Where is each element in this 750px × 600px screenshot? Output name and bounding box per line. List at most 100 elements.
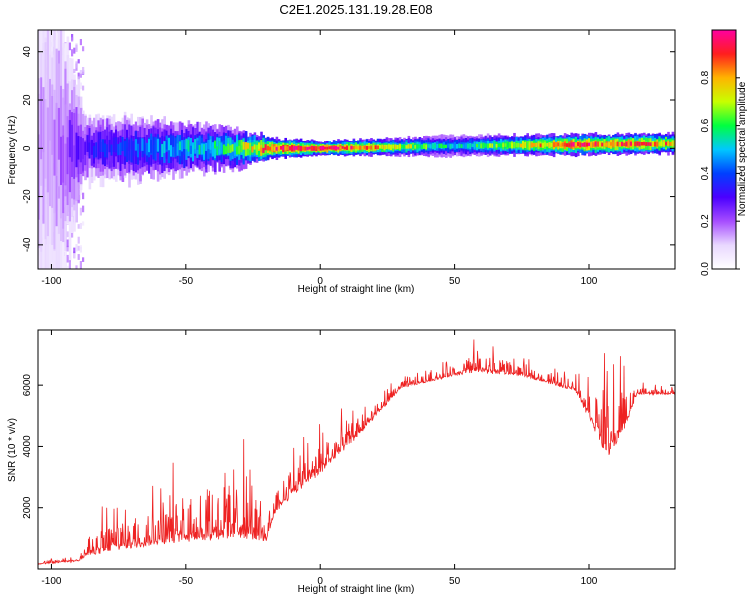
- spectrogram-cell: [255, 146, 259, 153]
- spectrogram-cell: [71, 34, 74, 41]
- spectrogram-cell: [187, 140, 191, 152]
- spectrogram-cell: [293, 146, 296, 151]
- spectrogram-cell: [405, 145, 408, 149]
- spectrogram-cell: [563, 142, 567, 147]
- spectrogram-cell: [662, 141, 666, 146]
- spectrogram-cell: [253, 144, 257, 150]
- spectrogram-cell: [280, 145, 283, 150]
- spectrogram-cell: [665, 141, 668, 146]
- spectrogram-cell: [42, 106, 45, 224]
- spectrogram-cell: [167, 140, 171, 164]
- spectrogram-cell: [117, 144, 120, 156]
- spectrogram-cell: [269, 146, 272, 151]
- spectrogram-cell: [128, 139, 131, 151]
- spectrogram-cell: [242, 144, 246, 156]
- spectrogram-y-tick-label: 0: [22, 145, 33, 151]
- spectrogram-cell: [541, 143, 545, 148]
- spectrogram-cell: [192, 145, 195, 157]
- spectrogram-cell: [605, 142, 609, 147]
- spectrogram-cell: [484, 143, 488, 148]
- spectrogram-cell: [53, 119, 56, 176]
- snr-y-axis: 2000 4000 6000: [22, 374, 675, 519]
- spectrogram-y-tick-label: 20: [22, 94, 33, 106]
- spectrogram-cell: [511, 143, 514, 148]
- spectrogram-cell: [651, 142, 655, 147]
- spectrogram-cell: [181, 143, 184, 161]
- spectrogram-cell: [365, 145, 369, 150]
- spectrogram-cell: [376, 145, 380, 150]
- spectrogram-cell: [73, 145, 76, 179]
- spectrogram-cell: [183, 139, 186, 150]
- spectrogram-cell: [108, 139, 111, 153]
- spectrogram-cell: [368, 146, 371, 149]
- spectrogram-cell: [660, 141, 664, 146]
- spectrogram-x-tick-label: 50: [449, 276, 461, 287]
- spectrogram-cell: [449, 143, 452, 149]
- spectrogram-cell: [447, 143, 450, 148]
- spectrogram-cell: [167, 137, 171, 151]
- spectrogram-cell: [667, 141, 670, 147]
- spectrogram-cell: [271, 146, 274, 151]
- spectrogram-x-label: Height of straight line (km): [298, 284, 415, 295]
- snr-y-tick-label: 4000: [22, 435, 33, 458]
- spectrogram-cell: [68, 120, 72, 158]
- spectrogram-cell: [594, 142, 598, 146]
- spectrogram-cell: [242, 141, 246, 150]
- spectrogram-cell: [77, 136, 81, 160]
- spectrogram-y-label: Frequency (Hz): [7, 116, 18, 185]
- spectrogram-y-tick-label: 40: [22, 46, 33, 58]
- spectrogram-cell: [68, 42, 71, 51]
- spectrogram-cell: [588, 142, 591, 147]
- spectrogram-cell: [317, 146, 320, 150]
- spectrogram-cell: [313, 146, 316, 151]
- spectrogram-cell: [519, 143, 523, 148]
- spectrogram-cell: [214, 144, 217, 159]
- spectrogram-cell: [82, 221, 85, 226]
- spectrogram-cell: [354, 145, 358, 149]
- spectrogram-cell: [104, 143, 107, 158]
- spectrogram-cell: [530, 142, 534, 148]
- spectrogram-cell: [491, 143, 494, 148]
- spectrogram-y-tick-label: -20: [22, 189, 33, 204]
- spectrogram-cell: [673, 140, 675, 146]
- spectrogram-cell: [73, 47, 76, 54]
- spectrogram-cell: [150, 139, 153, 154]
- spectrogram-cell: [163, 141, 166, 154]
- spectrogram-cell: [361, 145, 364, 150]
- spectrogram-cell: [460, 144, 463, 148]
- spectrogram-cell: [504, 143, 507, 147]
- spectrogram-cell: [137, 143, 140, 158]
- spectrogram-cell: [174, 146, 177, 158]
- spectrogram-cell: [350, 145, 353, 150]
- spectrogram-cell: [585, 142, 589, 147]
- spectrogram-cell: [134, 139, 138, 151]
- spectrogram-cell: [176, 143, 180, 156]
- spectrogram-cell: [79, 82, 82, 90]
- spectrogram-cell: [671, 141, 675, 147]
- spectrogram-cell: [469, 143, 472, 148]
- spectrogram-cell: [328, 146, 331, 150]
- spectrogram-cell: [119, 142, 122, 155]
- spectrogram-cell: [526, 142, 529, 148]
- spectrogram-cell: [251, 146, 254, 153]
- colorbar-tick-label: 0.2: [700, 214, 711, 228]
- spectrogram-cell: [159, 146, 162, 158]
- spectrogram-cell: [240, 145, 243, 153]
- spectrogram-cell: [401, 144, 404, 149]
- spectrogram-cell: [638, 141, 642, 147]
- spectrogram-cell: [480, 143, 483, 149]
- spectrogram-cell: [60, 136, 63, 186]
- spectrogram-cell: [90, 139, 94, 155]
- spectrogram-cell: [557, 142, 560, 147]
- spectrogram-cell: [82, 138, 85, 159]
- spectrogram-cell: [506, 142, 510, 148]
- spectrogram-cell: [244, 142, 248, 150]
- spectrogram-cell: [82, 46, 85, 52]
- spectrogram-cell: [214, 140, 217, 149]
- spectrogram-cell: [379, 145, 382, 149]
- spectrogram-cell: [200, 143, 204, 155]
- spectrogram-cell: [515, 143, 518, 148]
- spectrogram-cell: [130, 138, 133, 149]
- spectrogram-cell: [75, 132, 78, 168]
- spectrogram-cell: [106, 144, 109, 158]
